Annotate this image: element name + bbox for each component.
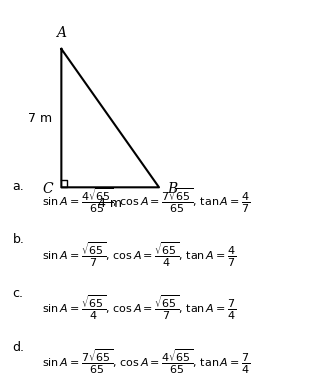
Text: a.: a. [13, 180, 24, 193]
Text: $\sin A = \dfrac{4\sqrt{65}}{65}$, $\cos A = \dfrac{7\sqrt{65}}{65}$, $\tan A = : $\sin A = \dfrac{4\sqrt{65}}{65}$, $\cos… [42, 187, 250, 215]
Text: 4 m: 4 m [98, 197, 122, 210]
Text: C: C [43, 182, 53, 196]
Text: 7 m: 7 m [28, 112, 52, 125]
Text: B: B [167, 182, 177, 196]
Text: $\sin A = \dfrac{\sqrt{65}}{4}$, $\cos A = \dfrac{\sqrt{65}}{7}$, $\tan A = \dfr: $\sin A = \dfrac{\sqrt{65}}{4}$, $\cos A… [42, 294, 236, 323]
Text: $\sin A = \dfrac{\sqrt{65}}{7}$, $\cos A = \dfrac{\sqrt{65}}{4}$, $\tan A = \dfr: $\sin A = \dfrac{\sqrt{65}}{7}$, $\cos A… [42, 241, 236, 269]
Text: $\sin A = \dfrac{7\sqrt{65}}{65}$, $\cos A = \dfrac{4\sqrt{65}}{65}$, $\tan A = : $\sin A = \dfrac{7\sqrt{65}}{65}$, $\cos… [42, 348, 250, 376]
Text: c.: c. [13, 287, 24, 300]
Text: b.: b. [13, 234, 24, 246]
Text: A: A [56, 27, 66, 41]
Text: d.: d. [13, 341, 24, 354]
